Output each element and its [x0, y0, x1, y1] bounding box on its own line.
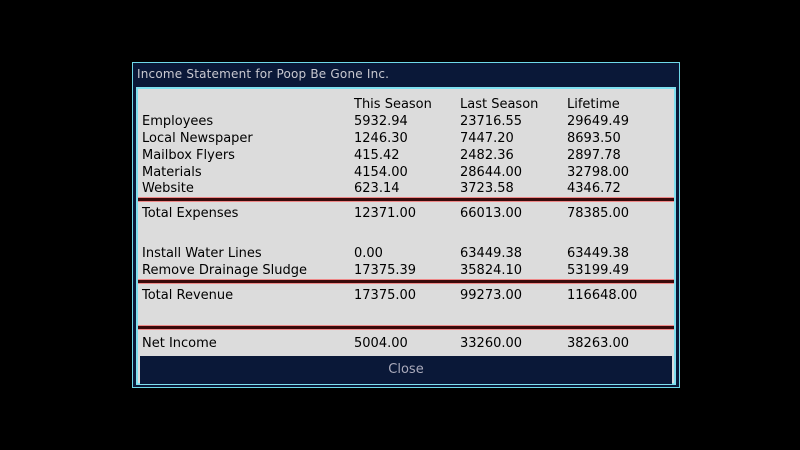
dialog-title: Income Statement for Poop Be Gone Inc. [137, 67, 390, 81]
total-revenue-row: Total Revenue 17375.00 99273.00 116648.00 [138, 288, 674, 305]
close-button[interactable]: Close [140, 356, 672, 384]
header-lifetime: Lifetime [567, 97, 620, 112]
income-statement-dialog: Income Statement for Poop Be Gone Inc. T… [132, 62, 680, 388]
expense-row: Website 623.14 3723.58 4346.72 [138, 181, 674, 198]
row-label: Materials [142, 165, 202, 180]
row-value: 7447.20 [460, 131, 514, 146]
row-value: 116648.00 [567, 288, 638, 303]
row-value: 4154.00 [354, 165, 408, 180]
divider [138, 279, 674, 284]
header-this-season: This Season [354, 97, 432, 112]
row-label: Total Expenses [142, 206, 239, 221]
row-value: 2482.36 [460, 148, 514, 163]
row-value: 5004.00 [354, 336, 408, 351]
row-value: 35824.10 [460, 263, 523, 278]
row-value: 0.00 [354, 246, 383, 261]
divider [138, 197, 674, 202]
header-last-season: Last Season [460, 97, 539, 112]
expense-row: Local Newspaper 1246.30 7447.20 8693.50 [138, 131, 674, 148]
statement-table: This Season Last Season Lifetime Employe… [136, 87, 676, 385]
row-label: Mailbox Flyers [142, 148, 235, 163]
row-label: Local Newspaper [142, 131, 253, 146]
row-value: 78385.00 [567, 206, 630, 221]
row-label: Install Water Lines [142, 246, 262, 261]
row-value: 66013.00 [460, 206, 523, 221]
row-value: 12371.00 [354, 206, 417, 221]
row-value: 28644.00 [460, 165, 523, 180]
row-value: 2897.78 [567, 148, 621, 163]
row-label: Total Revenue [142, 288, 234, 303]
row-value: 415.42 [354, 148, 400, 163]
expense-row: Employees 5932.94 23716.55 29649.49 [138, 114, 674, 131]
row-label: Website [142, 181, 194, 196]
net-income-row: Net Income 5004.00 33260.00 38263.00 [138, 336, 674, 353]
expense-row: Mailbox Flyers 415.42 2482.36 2897.78 [138, 148, 674, 165]
row-value: 33260.00 [460, 336, 523, 351]
row-value: 1246.30 [354, 131, 408, 146]
column-headers: This Season Last Season Lifetime [138, 97, 674, 114]
row-value: 99273.00 [460, 288, 523, 303]
row-value: 17375.39 [354, 263, 417, 278]
row-value: 17375.00 [354, 288, 417, 303]
row-value: 3723.58 [460, 181, 514, 196]
total-expenses-row: Total Expenses 12371.00 66013.00 78385.00 [138, 206, 674, 223]
row-value: 32798.00 [567, 165, 630, 180]
row-label: Employees [142, 114, 214, 129]
row-label: Net Income [142, 336, 217, 351]
row-label: Remove Drainage Sludge [142, 263, 308, 278]
row-value: 29649.49 [567, 114, 630, 129]
row-value: 38263.00 [567, 336, 630, 351]
expense-row: Materials 4154.00 28644.00 32798.00 [138, 165, 674, 182]
row-value: 623.14 [354, 181, 400, 196]
row-value: 5932.94 [354, 114, 408, 129]
row-value: 53199.49 [567, 263, 630, 278]
row-value: 4346.72 [567, 181, 621, 196]
revenue-row: Remove Drainage Sludge 17375.39 35824.10 53… [138, 263, 674, 280]
divider [138, 325, 674, 330]
row-value: 23716.55 [460, 114, 523, 129]
row-value: 63449.38 [567, 246, 630, 261]
revenue-row: Install Water Lines 0.00 63449.38 63449.38 [138, 246, 674, 263]
row-value: 8693.50 [567, 131, 621, 146]
row-value: 63449.38 [460, 246, 523, 261]
